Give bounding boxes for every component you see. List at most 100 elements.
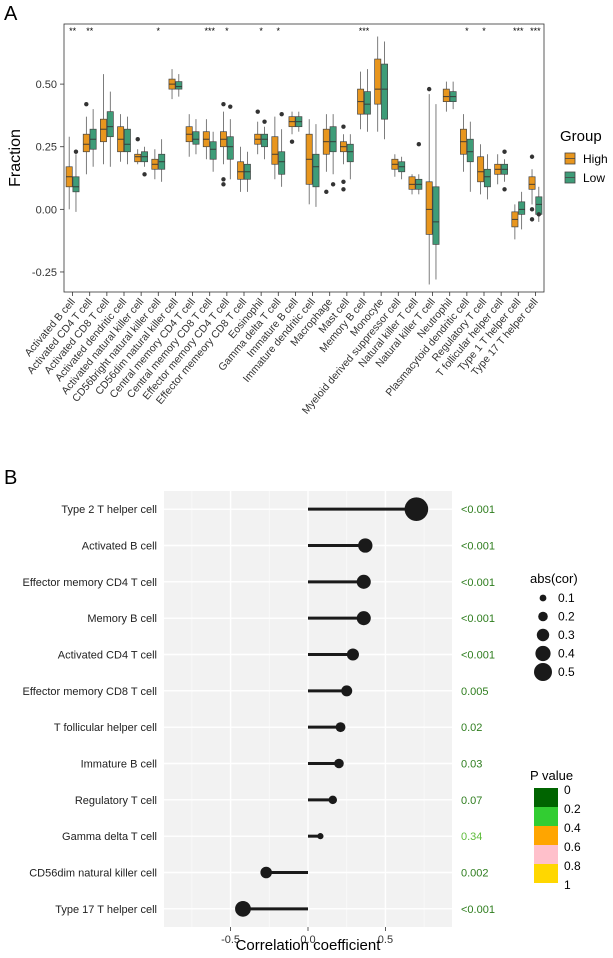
box-body bbox=[425, 181, 433, 235]
significance-mark: * bbox=[259, 26, 263, 36]
outlier-point bbox=[502, 187, 507, 192]
size-legend-dot bbox=[539, 594, 547, 602]
box-high bbox=[185, 114, 193, 157]
lollipop-row: Effector memory CD4 T cell <0.001 bbox=[23, 574, 495, 589]
box-low bbox=[363, 69, 371, 132]
box-high bbox=[254, 109, 262, 155]
box-low bbox=[432, 104, 440, 280]
box-high bbox=[151, 149, 159, 180]
lollipop-dot bbox=[358, 538, 373, 553]
row-label: T follicular helper cell bbox=[54, 722, 157, 734]
p-value-label: 0.03 bbox=[461, 759, 482, 771]
box-body bbox=[175, 81, 183, 90]
box-high bbox=[391, 154, 399, 177]
outlier-point bbox=[221, 177, 226, 182]
box-low bbox=[295, 111, 303, 132]
box-low bbox=[175, 74, 183, 97]
pvalue-legend-label: 0.6 bbox=[564, 840, 581, 854]
outlier-point bbox=[529, 154, 535, 159]
box-body bbox=[477, 156, 485, 183]
panel-a-boxplot: -0.250.000.250.50 Fraction ** ** * *** * * * **… bbox=[7, 23, 608, 417]
p-value-label: 0.07 bbox=[461, 795, 482, 807]
box-body bbox=[535, 196, 543, 215]
significance-mark: * bbox=[465, 26, 469, 36]
outlier-point bbox=[341, 187, 346, 192]
lollipop-dot bbox=[356, 611, 371, 626]
box-high bbox=[425, 86, 433, 285]
box-body bbox=[72, 176, 80, 193]
lollipop-dot bbox=[260, 866, 272, 879]
box-body bbox=[226, 136, 234, 160]
size-legend-label: 0.1 bbox=[558, 591, 575, 605]
row-label: Effector memory CD8 T cell bbox=[23, 686, 158, 698]
legend-high-label: High bbox=[583, 152, 608, 166]
box-high bbox=[357, 71, 365, 130]
box-low bbox=[312, 124, 320, 207]
box-low bbox=[209, 131, 217, 172]
outlier-point bbox=[73, 149, 79, 154]
box-body bbox=[192, 131, 200, 145]
lollipop-row: Type 2 T helper cell <0.001 bbox=[61, 497, 495, 521]
box-low bbox=[449, 81, 457, 110]
box-high bbox=[220, 101, 227, 187]
y-tick-label: 0.25 bbox=[36, 142, 57, 154]
group-legend-high: High bbox=[562, 151, 608, 167]
significance-mark: * bbox=[157, 26, 161, 36]
box-body bbox=[363, 91, 371, 115]
panel-a-label: A bbox=[4, 3, 18, 25]
box-body bbox=[381, 63, 388, 120]
lollipop-row: Type 17 T helper cell <0.001 bbox=[55, 900, 495, 917]
box-high bbox=[374, 36, 382, 132]
outlier-point bbox=[255, 109, 260, 114]
y-tick-label: 0.00 bbox=[36, 204, 57, 216]
outlier-point bbox=[289, 139, 295, 144]
pvalue-legend-label: 0.8 bbox=[564, 859, 581, 873]
row-label: Regulatory T cell bbox=[75, 795, 157, 807]
row-label: Effector memory CD4 T cell bbox=[23, 577, 158, 589]
box-high bbox=[305, 119, 313, 205]
significance-mark: *** bbox=[513, 26, 524, 36]
lollipop-dot bbox=[341, 685, 353, 697]
box-low bbox=[381, 41, 388, 140]
box-body bbox=[271, 136, 279, 165]
pvalue-legend-label: 0 bbox=[564, 783, 571, 797]
outlier-point bbox=[341, 179, 346, 184]
row-label: Gamma delta T cell bbox=[62, 831, 157, 843]
box-body bbox=[106, 111, 114, 138]
panel-a-boxes bbox=[65, 36, 543, 285]
panel-b-x-label: Correlation coefficient bbox=[236, 937, 382, 954]
box-low bbox=[106, 91, 114, 167]
box-high bbox=[442, 81, 450, 112]
p-value-label: <0.001 bbox=[461, 613, 495, 625]
size-legend-dot bbox=[536, 628, 550, 642]
box-low bbox=[501, 149, 508, 192]
x-tick-label: 0.0 bbox=[300, 934, 315, 946]
x-tick-label: 0.5 bbox=[378, 934, 393, 946]
lollipop-row: Memory B cell <0.001 bbox=[87, 611, 495, 626]
outlier-point bbox=[135, 137, 140, 142]
panel-b-x-ticks: -0.5 0.0 0.5 bbox=[221, 927, 393, 946]
box-low bbox=[535, 186, 543, 222]
lollipop-dot bbox=[346, 648, 359, 661]
p-value-label: <0.001 bbox=[461, 904, 495, 916]
row-label: Activated CD4 T cell bbox=[58, 650, 157, 662]
box-high bbox=[340, 124, 347, 192]
outlier-point bbox=[262, 119, 267, 124]
outlier-point bbox=[142, 172, 147, 177]
box-body bbox=[518, 201, 526, 215]
lollipop-row: CD56dim natural killer cell 0.002 bbox=[29, 866, 489, 880]
panel-a-significance: ** ** * *** * * * *** * * *** *** bbox=[69, 26, 541, 36]
outlier-point bbox=[416, 142, 422, 147]
p-value-label: 0.34 bbox=[461, 831, 482, 843]
pvalue-legend: P value 0 0.2 0.4 0.6 0.8 1 bbox=[530, 768, 581, 892]
legend-low-label: Low bbox=[583, 171, 605, 185]
outlier-point bbox=[426, 86, 432, 92]
pvalue-legend-label: 1 bbox=[564, 878, 571, 892]
box-low bbox=[278, 111, 286, 187]
box-low bbox=[192, 119, 200, 155]
box-high bbox=[237, 146, 245, 192]
